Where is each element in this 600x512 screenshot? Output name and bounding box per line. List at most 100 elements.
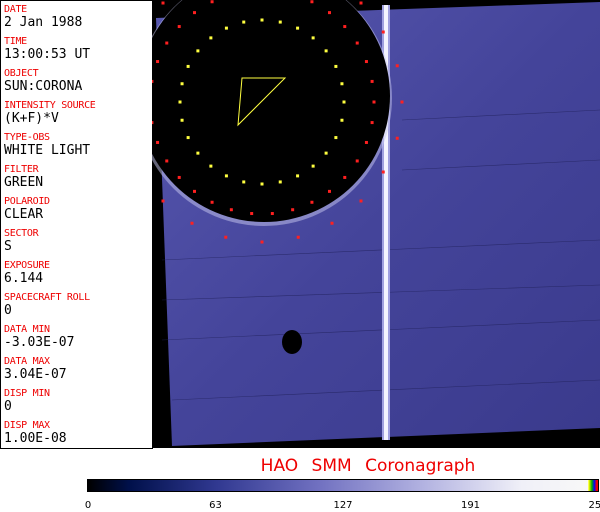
grid-dot <box>152 121 154 125</box>
field-value: 2 Jan 1988 <box>4 15 83 30</box>
colorbar-tick-label: 0 <box>84 500 92 511</box>
colorbar-tick-label: 191 <box>460 500 481 511</box>
field-date: DATE 2 Jan 1988 <box>4 4 82 30</box>
grid-dot <box>324 49 328 53</box>
instrument-title: HAO SMM Coronagraph <box>260 456 476 476</box>
field-disp-max: DISP MAX 1.00E-08 <box>4 420 67 446</box>
field-value: 13:00:53 UT <box>4 47 91 62</box>
grid-dot <box>186 64 190 68</box>
grid-dot <box>161 1 165 5</box>
grid-dot <box>400 100 404 104</box>
grid-dot <box>229 208 233 212</box>
field-label: POLAROID <box>4 196 50 207</box>
grid-dot <box>196 49 200 53</box>
grid-dot <box>178 100 182 104</box>
colorbar-tick-label: 127 <box>333 500 353 511</box>
grid-dot <box>209 164 213 168</box>
grid-dot <box>359 199 363 203</box>
field-type-obs: TYPE-OBS WHITE LIGHT <box>4 132 90 158</box>
grid-dot <box>209 36 213 40</box>
field-data-min: DATA MIN -3.03E-07 <box>4 324 74 350</box>
field-value: S <box>4 239 12 254</box>
colorbar-tick-label: 255 <box>588 500 600 511</box>
grid-dot <box>250 212 254 216</box>
field-filter: FILTER GREEN <box>4 164 43 190</box>
grid-dot <box>355 41 359 45</box>
grid-dot <box>342 100 346 104</box>
grid-dot <box>156 60 160 64</box>
grid-dot <box>296 26 300 30</box>
grid-dot <box>190 221 194 225</box>
grid-dot <box>210 200 214 204</box>
grid-dot <box>180 118 184 122</box>
grid-dot <box>395 136 399 140</box>
field-label: DISP MIN <box>4 388 50 399</box>
field-value: 6.144 <box>4 271 44 286</box>
grid-dot <box>156 140 160 144</box>
grid-dot <box>324 151 328 155</box>
grid-dot <box>296 235 300 239</box>
grid-dot <box>177 175 181 179</box>
grid-dot <box>210 0 214 4</box>
grid-dot <box>340 82 344 86</box>
field-intensity-source: INTENSITY SOURCE (K+F)*V <box>4 100 96 126</box>
field-exposure: EXPOSURE 6.144 <box>4 260 50 286</box>
field-label: TIME <box>4 36 27 47</box>
header-info-panel: DATE 2 Jan 1988 TIME 13:00:53 UT OBJECT SUN:C… <box>0 0 153 449</box>
grid-dot <box>224 26 228 30</box>
field-label: SPACECRAFT ROLL <box>4 292 90 303</box>
field-object: OBJECT SUN:CORONA <box>4 68 82 94</box>
grid-dot <box>177 25 181 29</box>
grid-dot <box>260 182 264 186</box>
grid-dot <box>278 20 282 24</box>
field-label: DISP MAX <box>4 420 50 431</box>
grid-dot <box>296 174 300 178</box>
grid-dot <box>310 0 314 4</box>
grid-dot <box>334 64 338 68</box>
grid-dot <box>395 64 399 68</box>
grid-dot <box>327 11 331 15</box>
field-disp-min: DISP MIN 0 <box>4 388 50 414</box>
grid-dot <box>340 118 344 122</box>
grid-dot <box>381 170 385 174</box>
grid-dot <box>260 18 264 22</box>
grid-dot <box>370 79 374 83</box>
colorbar-tick-label: 63 <box>209 500 222 511</box>
grid-dot <box>196 151 200 155</box>
grid-dot <box>334 136 338 140</box>
dust-spot <box>282 330 302 354</box>
grid-dot <box>224 235 228 239</box>
field-label: INTENSITY SOURCE <box>4 100 96 111</box>
field-value: (K+F)*V <box>4 111 59 126</box>
field-label: OBJECT <box>4 68 39 79</box>
grid-dot <box>364 140 368 144</box>
grid-dot <box>224 174 228 178</box>
field-value: -3.03E-07 <box>4 335 75 350</box>
grid-dot <box>180 82 184 86</box>
field-value: 1.00E-08 <box>4 431 67 446</box>
field-label: SECTOR <box>4 228 39 239</box>
colorbar <box>87 479 599 492</box>
grid-dot <box>311 36 315 40</box>
field-value: SUN:CORONA <box>4 79 83 94</box>
field-value: 3.04E-07 <box>4 367 67 382</box>
grid-dot <box>370 121 374 125</box>
grid-dot <box>343 175 347 179</box>
grid-dot <box>161 199 165 203</box>
field-value: WHITE LIGHT <box>4 143 91 158</box>
field-label: DATA MIN <box>4 324 50 335</box>
field-data-max: DATA MAX 3.04E-07 <box>4 356 67 382</box>
grid-dot <box>193 189 197 193</box>
grid-dot <box>364 60 368 64</box>
grid-dot <box>343 25 347 29</box>
grid-dot <box>270 212 274 216</box>
grid-dot <box>359 1 363 5</box>
grid-dot <box>310 200 314 204</box>
field-value: 0 <box>4 303 12 318</box>
grid-dot <box>152 79 154 83</box>
grid-dot <box>193 11 197 15</box>
field-label: EXPOSURE <box>4 260 50 271</box>
grid-dot <box>327 189 331 193</box>
grid-dot <box>242 180 246 184</box>
field-label: FILTER <box>4 164 39 175</box>
